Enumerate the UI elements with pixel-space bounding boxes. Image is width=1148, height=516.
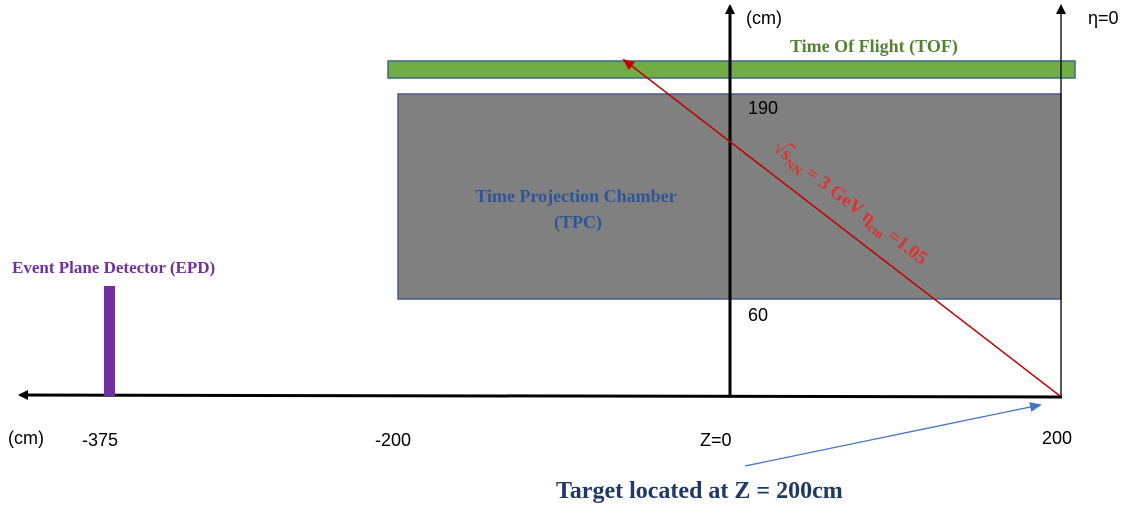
z-tick-minus-200: -200 [375,430,411,450]
target-arrow [744,402,1042,467]
z-tick-minus-375: -375 [82,430,118,450]
r-tick-60: 60 [748,305,768,325]
tpc-label-line1: Time Projection Chamber [475,186,676,206]
z-tick-200: 200 [1042,428,1072,448]
target-label: Target located at Z = 200cm [556,478,843,504]
z-tick-zero: Z=0 [700,430,732,450]
z-axis [18,390,1063,401]
epd-bar [104,286,115,396]
tof-label: Time Of Flight (TOF) [790,36,958,57]
epd-label: Event Plane Detector (EPD) [12,258,215,277]
eta-zero-label: η=0 [1088,8,1119,28]
tpc-label-line2: (TPC) [554,212,602,233]
vertical-unit-label: (cm) [746,8,782,28]
r-tick-190: 190 [748,98,778,118]
eta-cm-arrow [622,58,1061,397]
horizontal-unit-label: (cm) [8,428,44,448]
